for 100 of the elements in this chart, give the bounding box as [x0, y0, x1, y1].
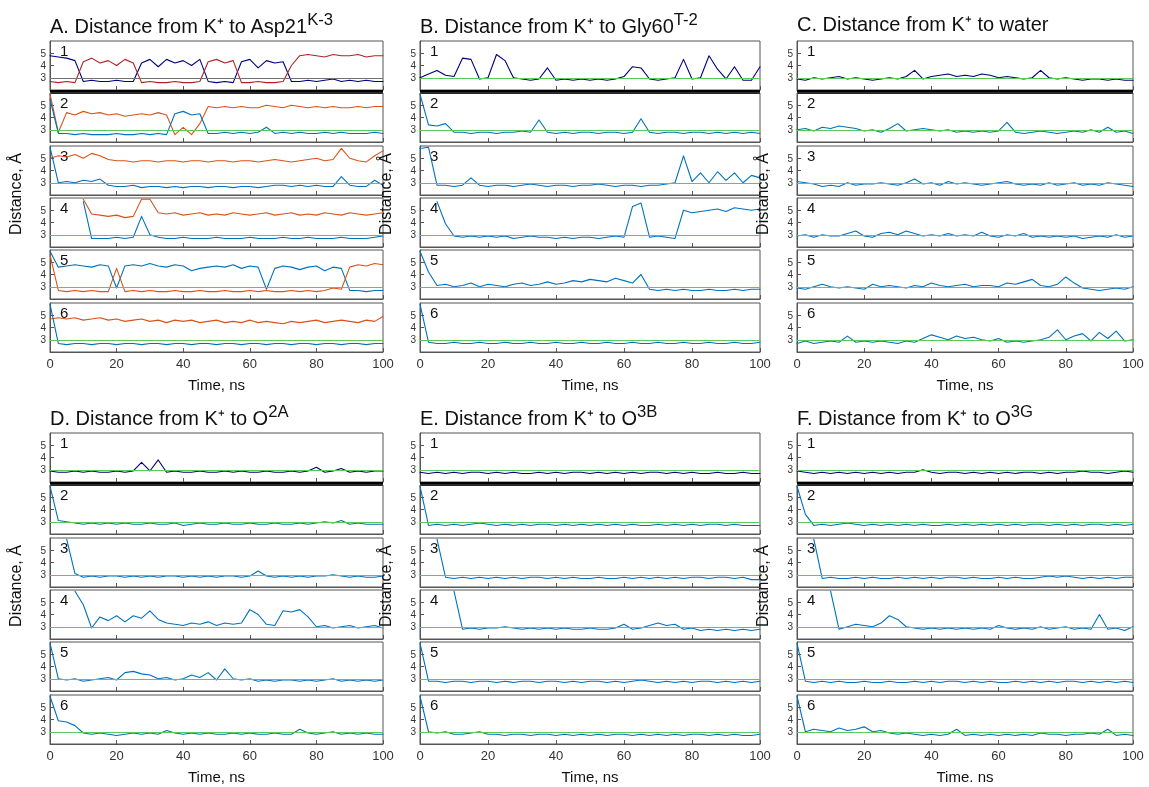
y-tick-label: 4 — [40, 556, 47, 568]
x-axis-title: Time, ns — [560, 375, 620, 393]
y-tick-label: 3 — [787, 464, 794, 476]
y-tick-label: 3 — [40, 176, 47, 188]
y-tick-label: 3 — [410, 568, 417, 580]
y-tick-label: 3 — [40, 72, 47, 84]
y-tick-label: 5 — [40, 596, 47, 608]
y-tick-label: 3 — [40, 568, 47, 580]
x-tick-label: 80 — [1058, 747, 1074, 763]
x-tick-label: 0 — [416, 355, 424, 371]
annotation: 4 — [430, 590, 439, 608]
y-tick-label: 3 — [410, 124, 417, 136]
y-tick-label: 3 — [40, 124, 47, 136]
y-tick-label: 4 — [787, 112, 794, 124]
x-tick-label: 0 — [793, 355, 801, 371]
x-tick-label: 100 — [749, 747, 771, 763]
y-tick-label: 4 — [787, 216, 794, 228]
y-tick-label: 4 — [410, 60, 417, 71]
annotation: 5 — [60, 251, 69, 269]
x-tick-label: 0 — [416, 747, 424, 763]
annotation: 5 — [430, 251, 439, 269]
y-tick-label: 3 — [40, 621, 47, 633]
x-tick-label: 80 — [684, 747, 700, 763]
y-tick-label: 5 — [410, 701, 417, 713]
y-tick-label: 5 — [787, 544, 794, 556]
x-tick-label: 20 — [856, 747, 872, 763]
y-tick-label: 5 — [787, 596, 794, 608]
annotation: 4 — [807, 590, 816, 608]
annotation: 4 — [430, 198, 439, 216]
y-tick-label: 4 — [410, 321, 417, 333]
x-tick-label: 40 — [924, 747, 939, 763]
y-tick-label: 5 — [410, 100, 417, 112]
y-axis-title: Distance, Å — [7, 152, 25, 237]
y-tick-label: 4 — [410, 112, 417, 124]
annotation: 5 — [807, 643, 816, 661]
annotation: 3 — [430, 146, 439, 164]
y-tick-label: 5 — [40, 492, 47, 504]
y-tick-label: 3 — [410, 464, 417, 476]
y-tick-label: 5 — [410, 256, 417, 268]
y-tick-label: 3 — [787, 281, 794, 293]
x-tick-label: 80 — [1058, 355, 1074, 371]
annotation: 3 — [60, 538, 69, 556]
x-tick-label: 60 — [616, 747, 632, 763]
y-tick-label: 4 — [40, 608, 47, 620]
x-tick-label: 60 — [991, 747, 1006, 763]
x-axis-title: Time, ns — [187, 375, 246, 393]
x-tick-label: 100 — [1122, 747, 1144, 763]
y-tick-label: 5 — [787, 701, 794, 713]
x-tick-label: 80 — [684, 355, 700, 371]
annotation: 5 — [430, 643, 439, 661]
x-tick-label: 100 — [372, 747, 394, 763]
annotation: 1 — [60, 434, 69, 451]
x-axis-title: Time, ns — [187, 767, 246, 785]
x-tick-label: 60 — [242, 355, 258, 371]
annotation: 6 — [60, 695, 69, 713]
x-tick-label: 80 — [309, 355, 324, 371]
y-tick-label: 4 — [410, 504, 417, 516]
y-tick-label: 3 — [787, 673, 794, 685]
y-tick-label: 5 — [40, 152, 47, 164]
y-tick-label: 5 — [40, 701, 47, 713]
y-tick-label: 3 — [410, 621, 417, 633]
x-tick-label: 100 — [372, 355, 394, 371]
annotation: 6 — [430, 695, 439, 713]
y-tick-label: 4 — [40, 112, 47, 124]
x-tick-label: 0 — [46, 355, 54, 371]
y-tick-label: 3 — [40, 516, 47, 528]
x-tick-label: 40 — [924, 355, 939, 371]
y-tick-label: 4 — [410, 269, 417, 281]
annotation: 1 — [807, 434, 816, 451]
x-tick-label: 60 — [616, 355, 632, 371]
annotation: 3 — [430, 538, 439, 556]
annotation: 3 — [807, 538, 816, 556]
y-tick-label: 4 — [787, 60, 794, 71]
y-tick-label: 4 — [410, 608, 417, 620]
y-tick-label: 5 — [787, 47, 794, 59]
y-tick-label: 5 — [410, 152, 417, 164]
y-tick-label: 4 — [410, 452, 417, 463]
y-axis-title: Distance, Å — [377, 152, 395, 237]
y-tick-label: 5 — [40, 439, 47, 451]
y-tick-label: 5 — [787, 100, 794, 112]
chart-title: A. Distance from K⁺ to Asp21$^{K-3}$ — [50, 10, 334, 39]
y-tick-label: 3 — [410, 72, 417, 84]
y-tick-label: 4 — [787, 713, 794, 725]
y-tick-label: 5 — [40, 256, 47, 268]
x-tick-label: 20 — [480, 355, 496, 371]
y-tick-label: 5 — [410, 492, 417, 504]
x-tick-label: 40 — [548, 355, 564, 371]
x-tick-label: 0 — [46, 747, 54, 763]
x-tick-label: 100 — [749, 355, 771, 371]
y-tick-label: 4 — [40, 504, 47, 516]
x-tick-label: 100 — [1122, 355, 1144, 371]
annotation: 1 — [430, 434, 439, 451]
annotation: 6 — [430, 303, 439, 321]
y-tick-label: 4 — [40, 216, 47, 228]
y-tick-label: 4 — [410, 661, 417, 673]
annotation: 2 — [60, 486, 69, 504]
y-tick-label: 3 — [40, 725, 47, 737]
y-axis-title: Distance, Å — [754, 544, 772, 629]
annotation: 3 — [807, 146, 816, 164]
y-tick-label: 5 — [787, 439, 794, 451]
